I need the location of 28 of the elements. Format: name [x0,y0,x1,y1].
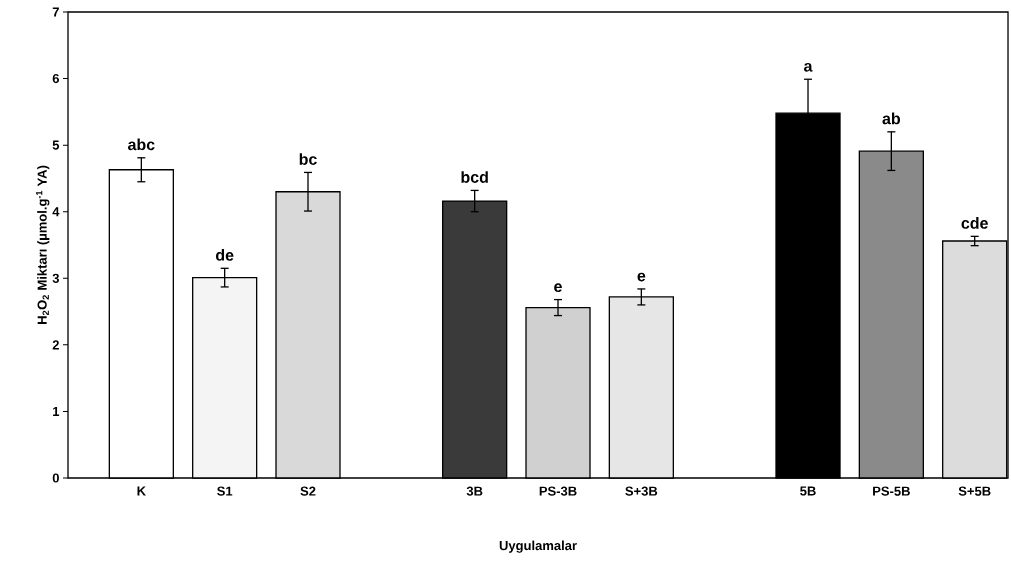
data-label: bc [299,153,317,165]
x-tick-label: PS-3B [539,486,577,496]
x-tick-label: S+5B [958,486,991,496]
y-tick-label: 1 [53,406,60,416]
data-label: ab [882,112,901,125]
data-label: a [804,62,813,72]
x-tick-label: 3B [466,486,483,496]
y-tick-label: 7 [52,7,59,17]
data-label: cde [961,217,988,229]
x-tick-label: S+3B [625,486,658,496]
data-label: e [554,283,562,293]
y-tick-label: 0 [52,473,59,483]
data-label: e [637,272,646,282]
data-label: de [215,249,234,261]
x-tick-label: 5B [800,486,816,496]
x-tick-label: S2 [300,486,316,496]
y-tick-label: 4 [52,207,60,217]
y-tick-label: 2 [52,340,59,350]
y-axis-title: H$_{2}$O$_{2}$ Miktarı (µmol.g$^{-1}$ YA) [36,165,50,324]
data-label: abc [128,138,155,151]
x-tick-label: K [137,486,146,496]
x-axis-title: Uygulamalar [499,540,577,553]
y-tick-label: 6 [52,73,59,84]
y-tick-label: 3 [52,273,59,283]
data-label: bcd [461,171,488,183]
x-tick-label: PS-5B [873,486,910,496]
y-tick-label: 5 [52,140,60,150]
x-tick-label: S1 [217,486,233,496]
